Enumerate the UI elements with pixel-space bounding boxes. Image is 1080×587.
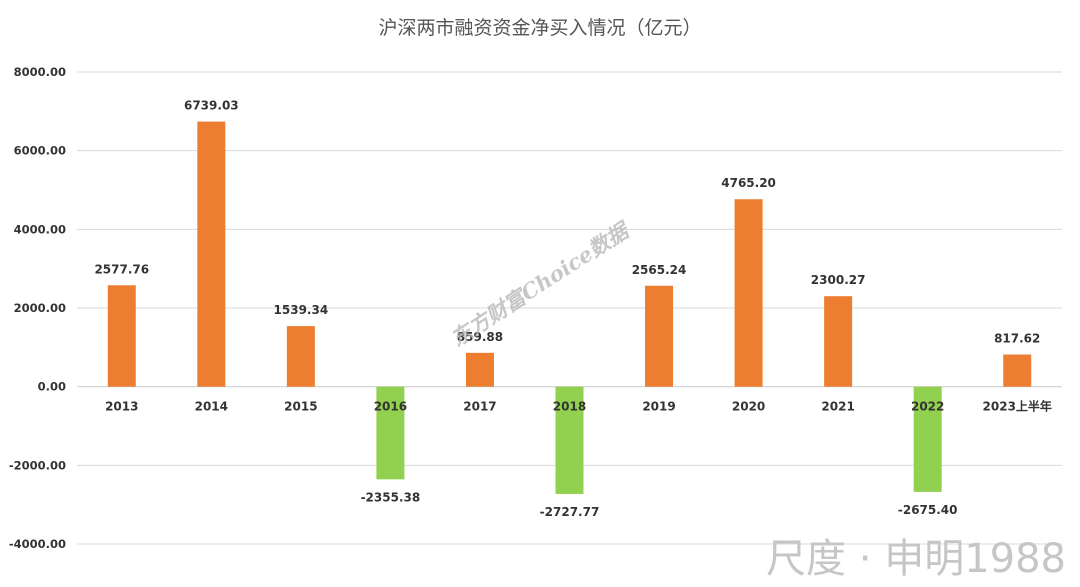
bar bbox=[376, 386, 405, 480]
x-tick-label: 2014 bbox=[195, 400, 228, 414]
y-tick-label: -4000.00 bbox=[9, 537, 66, 551]
x-tick-label: 2019 bbox=[642, 400, 675, 414]
data-labels: 2577.76 6739.03 1539.34 -2355.38 859.88 -2727… bbox=[94, 99, 1040, 519]
y-tick-label: 6000.00 bbox=[14, 144, 66, 158]
x-tick-label: 2018 bbox=[553, 400, 586, 414]
x-tick-label: 2022 bbox=[911, 400, 944, 414]
y-tick-label: 0.00 bbox=[38, 380, 66, 394]
x-tick-label: 2020 bbox=[732, 400, 765, 414]
data-label: -2675.40 bbox=[898, 503, 958, 517]
data-label: 817.62 bbox=[994, 332, 1040, 346]
bar bbox=[286, 326, 315, 387]
bar bbox=[645, 285, 674, 387]
data-label: 1539.34 bbox=[274, 303, 329, 317]
bar bbox=[824, 296, 853, 387]
y-axis-ticks: 8000.00 6000.00 4000.00 2000.00 0.00 -2000.00… bbox=[9, 65, 66, 551]
bar bbox=[734, 199, 763, 387]
x-axis-ticks: 2013 2014 2015 2016 2017 2018 2019 2020 2021 2022… bbox=[105, 399, 1052, 414]
data-label: 859.88 bbox=[457, 330, 503, 344]
y-tick-label: 8000.00 bbox=[14, 65, 66, 79]
x-tick-label: 2015 bbox=[284, 400, 317, 414]
bar bbox=[913, 386, 942, 492]
x-tick-label: 2023上半年 bbox=[983, 399, 1052, 414]
x-tick-label: 2021 bbox=[821, 400, 854, 414]
y-tick-label: -2000.00 bbox=[9, 458, 66, 472]
x-tick-label: 2013 bbox=[105, 400, 138, 414]
bar bbox=[465, 352, 494, 387]
data-label: 4765.20 bbox=[721, 176, 776, 190]
x-tick-label: 2016 bbox=[374, 400, 407, 414]
bars bbox=[107, 121, 1032, 494]
data-label: 2577.76 bbox=[94, 262, 149, 276]
bar bbox=[107, 285, 136, 387]
bar bbox=[1003, 354, 1032, 387]
bar bbox=[197, 121, 226, 387]
chart-title: 沪深两市融资资金净买入情况（亿元） bbox=[378, 17, 701, 39]
y-tick-label: 4000.00 bbox=[14, 222, 66, 236]
y-tick-label: 2000.00 bbox=[14, 301, 66, 315]
data-label: 6739.03 bbox=[184, 99, 239, 113]
source-watermark: 东方财富Choice数据 bbox=[446, 216, 636, 351]
author-watermark: 尺度 · 申明1988 bbox=[766, 536, 1066, 582]
bar bbox=[555, 386, 584, 494]
x-tick-label: 2017 bbox=[463, 400, 496, 414]
data-label: 2300.27 bbox=[811, 273, 866, 287]
data-label: -2727.77 bbox=[540, 505, 600, 519]
data-label: -2355.38 bbox=[361, 490, 421, 504]
data-label: 2565.24 bbox=[632, 263, 687, 277]
